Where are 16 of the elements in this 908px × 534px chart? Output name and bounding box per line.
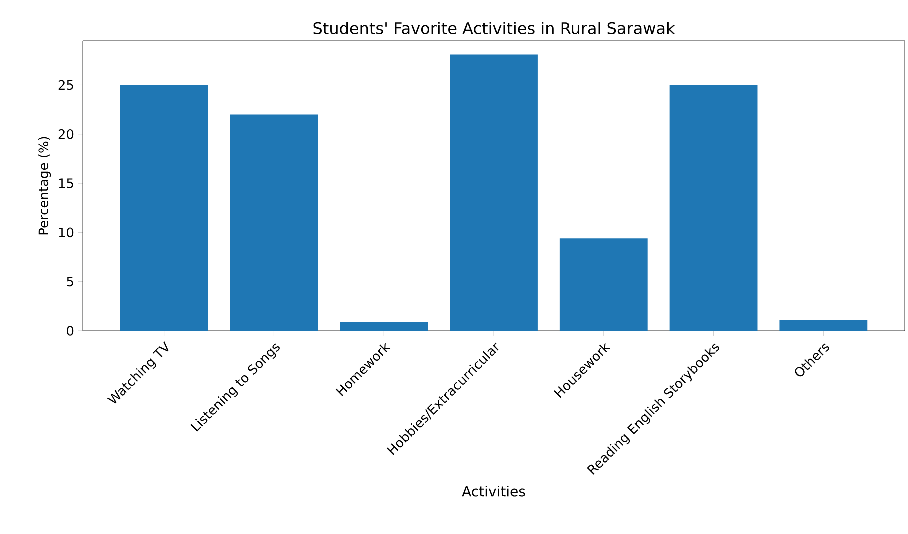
x-axis-title: Activities bbox=[462, 486, 526, 497]
bar bbox=[340, 322, 428, 331]
y-tick-label: 0 bbox=[67, 326, 74, 336]
bar bbox=[450, 54, 538, 331]
bar bbox=[780, 320, 868, 331]
bar bbox=[670, 85, 758, 331]
y-tick-label: 20 bbox=[58, 129, 74, 140]
chart-title: Students' Favorite Activities in Rural Sarawak bbox=[314, 22, 676, 34]
bar bbox=[230, 114, 318, 331]
bar bbox=[120, 85, 208, 331]
y-tick-label: 15 bbox=[59, 178, 74, 188]
y-tick-label: 10 bbox=[59, 228, 74, 238]
y-axis-title: Percentage (%) bbox=[38, 137, 52, 235]
y-tick-label: 25 bbox=[58, 80, 74, 90]
y-tick-label: 5 bbox=[67, 277, 74, 287]
bar bbox=[560, 238, 648, 331]
